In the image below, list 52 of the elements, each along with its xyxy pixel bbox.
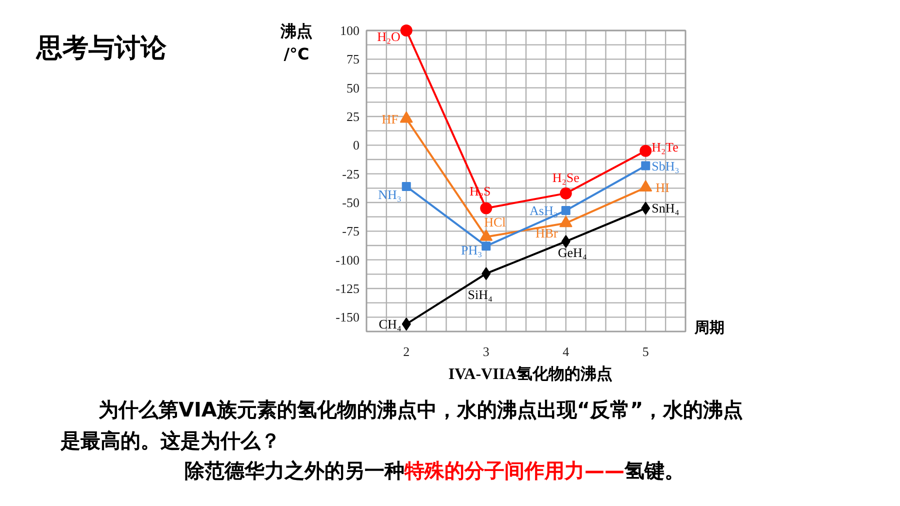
text: 是最高的。这是为什么？ [60, 428, 280, 452]
annotation: SbH₃ [652, 158, 680, 174]
annotation: H₂Se [552, 170, 580, 185]
annotation: H₂O [377, 29, 400, 44]
y-tick-label: -25 [342, 166, 360, 182]
x-tick-label: 5 [642, 344, 649, 359]
point [639, 180, 652, 192]
x-tick-label: 2 [403, 344, 410, 359]
annotation: AsH₃ [530, 203, 558, 218]
y-tick-label: -150 [336, 310, 360, 325]
y-tick-label: -75 [342, 224, 360, 239]
text: 氢键。 [624, 458, 684, 482]
x-tick-label: 4 [562, 344, 570, 359]
y-tick-label: 100 [340, 23, 360, 38]
annotation: CH₄ [378, 316, 402, 332]
y-tick-label: -100 [336, 252, 360, 268]
y-tick-label: 75 [346, 52, 360, 67]
annotation: SnH₄ [652, 200, 680, 216]
annotation: HF [382, 111, 398, 126]
point [482, 267, 491, 280]
point [402, 318, 411, 331]
x-axis-title: 周期 [694, 318, 724, 336]
annotation: GeH₄ [558, 244, 588, 260]
y-tick-label: -50 [342, 195, 360, 210]
x-tick-label: 3 [482, 344, 490, 359]
annotation: HCl [484, 214, 506, 230]
annotation: PH₃ [460, 242, 482, 258]
text: 为什么第VIA族元素的氢化物的沸点中，水的沸点出现“反常”，水的沸点 [98, 398, 744, 422]
point [400, 24, 412, 36]
text: IVA-VIIA氢化物的沸点 [448, 365, 613, 383]
annotation: SiH₄ [468, 287, 493, 302]
text: 思考与讨论 [36, 34, 168, 64]
y-tick-label: 50 [346, 80, 360, 96]
text: 除范德华力之外的另一种 [184, 458, 404, 482]
text: 特殊的分子间作用力—— [404, 458, 624, 482]
point [560, 187, 572, 200]
y-tick-label: 0 [353, 138, 360, 153]
point [640, 144, 652, 157]
annotation: HBr [535, 226, 559, 241]
annotation: NH₃ [378, 186, 402, 202]
point [482, 242, 491, 251]
point [480, 202, 492, 214]
point [561, 206, 570, 216]
y-tick-label: -125 [336, 281, 360, 296]
annotation: H₂Te [652, 139, 679, 154]
point [641, 161, 650, 170]
point [402, 182, 411, 191]
point [561, 234, 570, 248]
y-tick-label: 25 [346, 109, 360, 124]
point [641, 202, 650, 215]
annotation: HI [656, 180, 670, 196]
y-axis-title: 沸点 /°C [280, 22, 312, 64]
